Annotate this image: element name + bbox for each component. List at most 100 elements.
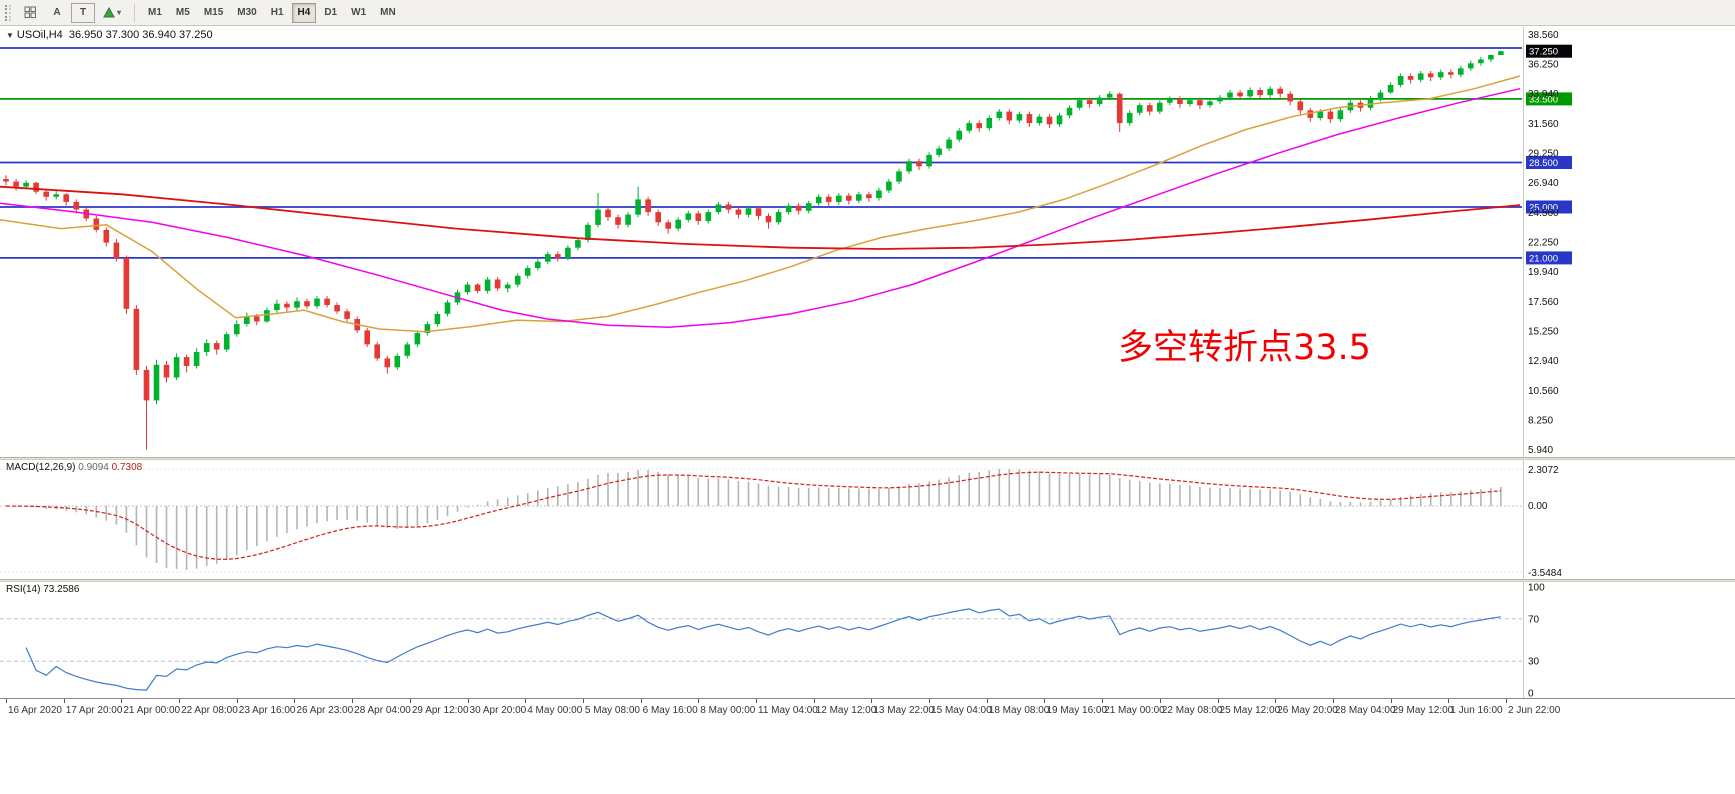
time-label: 21 May 00:00 [1104, 705, 1165, 716]
svg-text:25.000: 25.000 [1529, 203, 1558, 214]
time-label: 11 May 04:00 [758, 705, 818, 716]
time-tick [1102, 699, 1104, 703]
time-axis[interactable]: 16 Apr 2020 17 Apr 20:00 21 Apr 00:00 22 Ap… [0, 698, 1735, 718]
panel-separator-1[interactable] [0, 457, 1735, 460]
tile-windows-button[interactable] [18, 3, 43, 23]
svg-text:22.250: 22.250 [1528, 238, 1559, 249]
svg-text:5.940: 5.940 [1528, 445, 1553, 456]
chart-window: ▼ USOil,H4 36.950 37.300 36.940 37.250 33… [0, 27, 1735, 794]
time-label: 29 May 12:00 [1392, 705, 1454, 716]
time-tick [929, 699, 931, 703]
svg-text:0.00: 0.00 [1528, 501, 1548, 512]
svg-text:100: 100 [1528, 583, 1545, 594]
rsi-canvas[interactable]: 100 70 30 0 [0, 582, 1735, 698]
price-axis-labels: 38.560 36.250 33.940 31.560 29.250 26.940 24.5… [1528, 30, 1559, 456]
time-tick [756, 699, 757, 703]
svg-text:37.250: 37.250 [1529, 47, 1558, 58]
rsi-panel: RSI(14) 73.2586 100 70 30 0 [0, 582, 1735, 698]
svg-text:70: 70 [1528, 614, 1540, 625]
svg-text:33.500: 33.500 [1529, 94, 1558, 105]
time-label: 18 May 08:00 [988, 705, 1050, 716]
time-label: 1 Jun 16:00 [1450, 705, 1503, 716]
panel-separator-2[interactable] [0, 579, 1735, 582]
macd-histogram [15, 469, 1502, 570]
svg-text:30: 30 [1528, 657, 1540, 668]
time-tick [1390, 699, 1392, 703]
time-tick [352, 699, 354, 703]
ma-lines-group [0, 75, 1521, 333]
svg-text:33.940: 33.940 [1528, 89, 1559, 100]
ma-fast-orange [0, 75, 1521, 333]
time-tick [179, 699, 181, 703]
timeframe-h4-button[interactable]: H4 [291, 2, 317, 23]
svg-text:19.940: 19.940 [1528, 267, 1559, 278]
svg-text:21.000: 21.000 [1529, 253, 1558, 264]
collapse-arrow-icon[interactable]: ▼ [6, 31, 14, 40]
time-label: 30 Apr 20:00 [469, 705, 527, 716]
symbol-period-label: USOil,H4 [16, 29, 63, 41]
rsi-label: RSI(14) 73.2586 [6, 584, 80, 595]
time-label: 29 Apr 12:00 [411, 705, 469, 716]
time-tick [1332, 699, 1334, 703]
macd-label: MACD(12,26,9) 0.9094 0.7308 [6, 462, 143, 473]
time-label: 28 May 04:00 [1334, 705, 1396, 716]
timeframe-m1-button[interactable]: M1 [142, 3, 168, 23]
timeframe-d1-button[interactable]: D1 [318, 3, 343, 23]
time-tick [640, 699, 642, 703]
time-label: 23 Apr 16:00 [238, 705, 296, 716]
time-tick [698, 699, 700, 703]
time-label: 26 May 20:00 [1277, 705, 1338, 716]
time-label: 12 May 12:00 [815, 705, 877, 716]
text-label-tool-button[interactable]: A [45, 3, 69, 23]
ma-slow-red [0, 185, 1521, 250]
time-label: 22 Apr 08:00 [181, 705, 238, 716]
toolbar-separator [134, 3, 136, 22]
chart-annotation-text[interactable]: 多空转折点33.5 [1118, 328, 1371, 368]
time-tick [467, 699, 469, 703]
rsi-line [25, 608, 1501, 691]
svg-text:8.250: 8.250 [1528, 416, 1553, 427]
svg-text:15.250: 15.250 [1528, 327, 1559, 338]
tile-windows-icon [24, 6, 36, 18]
time-label: 16 Apr 2020 [8, 705, 62, 716]
macd-canvas[interactable]: 2.3072 0.00 -3.5484 [0, 460, 1735, 579]
macd-signal-line [5, 471, 1501, 560]
current-price-box [1526, 44, 1572, 58]
price-chart-canvas[interactable]: 33.500 28.500 25.000 21.000 37.250 38.560 36.2… [0, 27, 1735, 457]
time-tick [1159, 699, 1161, 703]
ma-mid-magenta [0, 87, 1521, 328]
timeframe-m30-button[interactable]: M30 [231, 3, 262, 23]
svg-text:2.3072: 2.3072 [1528, 465, 1559, 476]
timeframe-m5-button[interactable]: M5 [170, 3, 196, 23]
time-tick [582, 699, 584, 703]
svg-text:29.250: 29.250 [1528, 148, 1559, 159]
price-line-labels: 33.500 28.500 25.000 21.000 37.250 [1526, 44, 1572, 265]
time-label: 13 May 22:00 [873, 705, 934, 716]
svg-text:12.940: 12.940 [1528, 356, 1559, 367]
svg-text:10.560: 10.560 [1528, 386, 1559, 397]
time-label: 19 May 16:00 [1046, 705, 1108, 716]
candles-group [3, 50, 1504, 450]
svg-text:28.500: 28.500 [1529, 158, 1558, 169]
time-tick [294, 699, 296, 703]
time-tick [1217, 699, 1219, 703]
timeframe-h1-button[interactable]: H1 [265, 3, 290, 23]
time-label: 28 Apr 04:00 [354, 705, 411, 716]
time-tick [409, 699, 411, 703]
time-tick [121, 699, 123, 703]
time-tick [813, 699, 815, 703]
time-tick [1448, 699, 1450, 703]
time-tick [63, 699, 65, 703]
svg-text:26.940: 26.940 [1528, 178, 1559, 189]
toolbar: A T ▾ M1 M5 M15 M30 H1 H4 D1 W1 MN [0, 0, 1735, 26]
chart-ohlc-label: ▼ USOil,H4 36.950 37.300 36.940 37.250 [6, 29, 213, 41]
draw-tool-button[interactable]: ▾ [97, 3, 127, 23]
toolbar-grip[interactable] [5, 4, 11, 21]
svg-text:36.250: 36.250 [1528, 59, 1559, 70]
timeframe-mn-button[interactable]: MN [374, 3, 402, 23]
time-label: 26 Apr 23:00 [296, 705, 354, 716]
timeframe-w1-button[interactable]: W1 [345, 3, 372, 23]
time-tick [871, 699, 873, 703]
text-box-tool-button[interactable]: T [71, 2, 95, 23]
timeframe-m15-button[interactable]: M15 [198, 3, 229, 23]
